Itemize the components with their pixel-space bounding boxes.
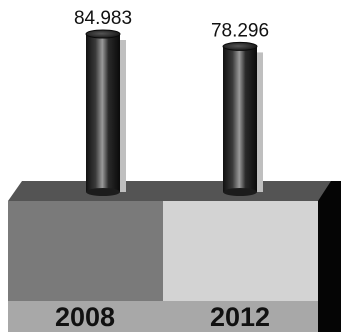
bars-layer [85, 29, 263, 196]
bar-cap-2012 [222, 41, 258, 51]
bar-cap-2008 [85, 29, 121, 39]
value-label-2012: 78.296 [211, 20, 269, 41]
category-label-2008: 2008 [55, 302, 115, 332]
bar-2008 [86, 34, 120, 192]
bar-base-2012 [223, 188, 257, 196]
value-label-2008: 84.983 [74, 8, 132, 29]
labels-layer: 84.983 2008 78.296 2012 [55, 8, 270, 332]
base-top-face-back [8, 181, 331, 201]
bar-base-2008 [86, 188, 120, 196]
base-front-right [163, 201, 318, 301]
base-side-face [318, 181, 341, 332]
label-strip [8, 301, 318, 332]
bar-2012 [223, 46, 257, 193]
base-front-left [8, 201, 163, 301]
bar-shadow-2008 [116, 40, 126, 192]
category-label-2012: 2012 [210, 302, 270, 332]
bar-shadow-2012 [253, 52, 263, 193]
